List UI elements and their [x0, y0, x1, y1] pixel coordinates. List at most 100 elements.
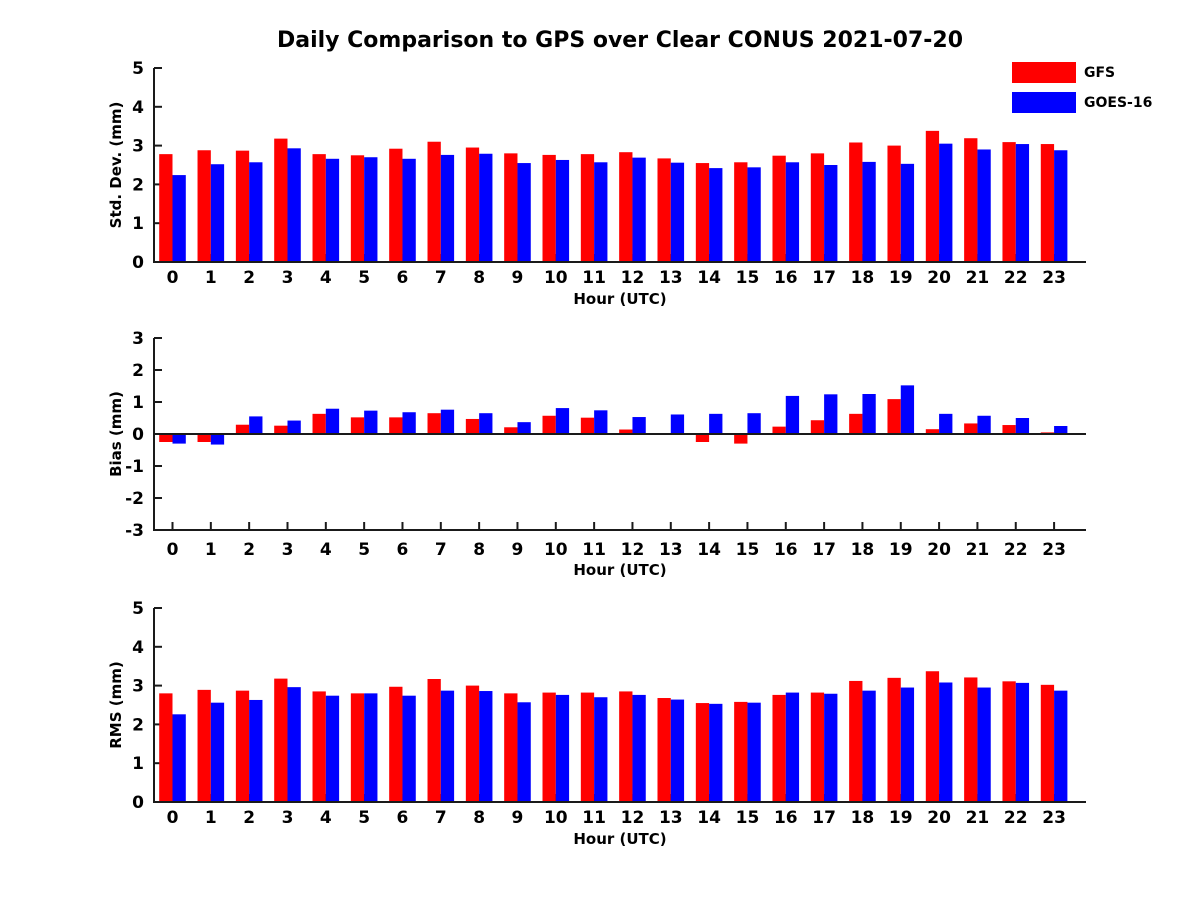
- x-tick-label: 8: [473, 268, 485, 288]
- gfs-bar-5: [350, 155, 365, 262]
- x-tick-label: 9: [512, 268, 524, 288]
- goes16-bar-10: [555, 159, 570, 262]
- goes16-bar-16: [785, 162, 800, 262]
- gfs-bar-8: [465, 685, 480, 802]
- gfs-bar-14: [695, 703, 710, 802]
- goes16-bar-7: [440, 690, 455, 802]
- goes16-bar-17: [824, 394, 838, 434]
- x-tick-label: 11: [582, 268, 606, 288]
- x-tick-label: 20: [927, 540, 951, 560]
- y-tick-label: 3: [132, 677, 144, 697]
- goes16-color-swatch: [1012, 92, 1076, 113]
- y-tick-label: -1: [125, 457, 144, 477]
- x-tick-label: 10: [544, 268, 568, 288]
- x-tick-label: 4: [320, 268, 332, 288]
- gfs-bar-23: [1040, 684, 1055, 802]
- goes16-bar-0: [172, 714, 186, 802]
- y-tick-label: 5: [132, 59, 144, 79]
- y-tick-label: -3: [125, 521, 144, 541]
- y-tick-label: 2: [132, 361, 144, 381]
- x-tick-label: 14: [697, 540, 721, 560]
- goes16-bar-1: [210, 164, 225, 262]
- gfs-bar-5: [350, 693, 365, 802]
- gfs-bar-20: [925, 130, 940, 262]
- gfs-bar-15: [734, 701, 748, 802]
- x-tick-label: 10: [544, 808, 568, 828]
- goes16-bar-3: [287, 148, 301, 262]
- x-tick-label: 3: [282, 808, 294, 828]
- x-tick-label: 21: [966, 808, 990, 828]
- x-tick-label: 16: [774, 268, 798, 288]
- x-tick-label: 2: [243, 808, 255, 828]
- y-tick-label: 3: [132, 329, 144, 349]
- gfs-bar-3: [274, 138, 288, 262]
- goes16-bar-1: [210, 434, 225, 445]
- x-tick-label: 5: [358, 268, 370, 288]
- gfs-bar-4: [312, 691, 326, 802]
- goes16-bar-6: [402, 158, 416, 262]
- gfs-bar-21: [964, 138, 978, 262]
- x-tick-label: 6: [397, 540, 409, 560]
- goes16-bar-14: [709, 413, 723, 434]
- gfs-bar-7: [427, 679, 441, 802]
- x-tick-label: 8: [473, 540, 485, 560]
- goes16-bar-17: [824, 165, 838, 262]
- goes16-bar-13: [670, 699, 685, 802]
- x-axis-label: Hour (UTC): [573, 290, 666, 308]
- goes16-bar-9: [517, 422, 531, 434]
- gfs-bar-23: [1040, 144, 1055, 262]
- gfs-bar-14: [695, 434, 710, 442]
- y-tick-label: 1: [132, 214, 144, 234]
- goes16-bar-6: [402, 412, 416, 434]
- gfs-bar-16: [772, 426, 786, 434]
- x-tick-label: 5: [358, 808, 370, 828]
- y-tick-label: -2: [125, 489, 144, 509]
- x-tick-label: 18: [851, 808, 875, 828]
- x-tick-label: 19: [889, 808, 913, 828]
- gfs-bar-15: [734, 434, 748, 444]
- gfs-bar-9: [504, 153, 518, 262]
- goes16-bar-8: [479, 413, 493, 434]
- gfs-bar-1: [197, 150, 211, 262]
- x-tick-label: 12: [621, 540, 645, 560]
- goes16-bar-22: [1015, 418, 1030, 434]
- x-tick-label: 1: [205, 540, 217, 560]
- gfs-bar-15: [734, 162, 748, 262]
- x-tick-label: 12: [621, 268, 645, 288]
- y-tick-label: 0: [132, 793, 144, 813]
- x-tick-label: 18: [851, 540, 875, 560]
- gfs-bar-13: [657, 698, 671, 802]
- goes16-bar-14: [709, 168, 723, 262]
- gfs-bar-22: [1002, 142, 1016, 262]
- goes16-bar-20: [939, 682, 953, 802]
- goes16-bar-16: [785, 395, 800, 434]
- x-tick-label: 15: [736, 808, 760, 828]
- x-tick-label: 18: [851, 268, 875, 288]
- x-tick-label: 15: [736, 268, 760, 288]
- goes16-bar-4: [325, 695, 340, 802]
- x-axis-label: Hour (UTC): [573, 561, 666, 579]
- gfs-bar-17: [810, 420, 825, 434]
- legend-item-gfs: GFS: [1012, 62, 1152, 83]
- goes16-bar-19: [900, 385, 915, 434]
- gfs-bar-19: [887, 399, 901, 434]
- gfs-bar-19: [887, 145, 901, 262]
- goes16-bar-10: [555, 408, 570, 434]
- gfs-bar-11: [580, 417, 595, 434]
- x-tick-label: 14: [697, 268, 721, 288]
- y-tick-label: 2: [132, 175, 144, 195]
- x-tick-label: 8: [473, 808, 485, 828]
- gfs-bar-12: [619, 152, 633, 262]
- goes16-bar-19: [900, 163, 915, 262]
- x-tick-label: 0: [167, 268, 179, 288]
- y-tick-label: 0: [132, 425, 144, 445]
- goes16-bar-20: [939, 413, 953, 434]
- x-tick-label: 13: [659, 268, 683, 288]
- goes16-bar-2: [249, 416, 263, 434]
- y-tick-label: 3: [132, 137, 144, 157]
- goes16-bar-23: [1054, 426, 1068, 434]
- x-tick-label: 9: [512, 540, 524, 560]
- gfs-bar-13: [657, 158, 671, 262]
